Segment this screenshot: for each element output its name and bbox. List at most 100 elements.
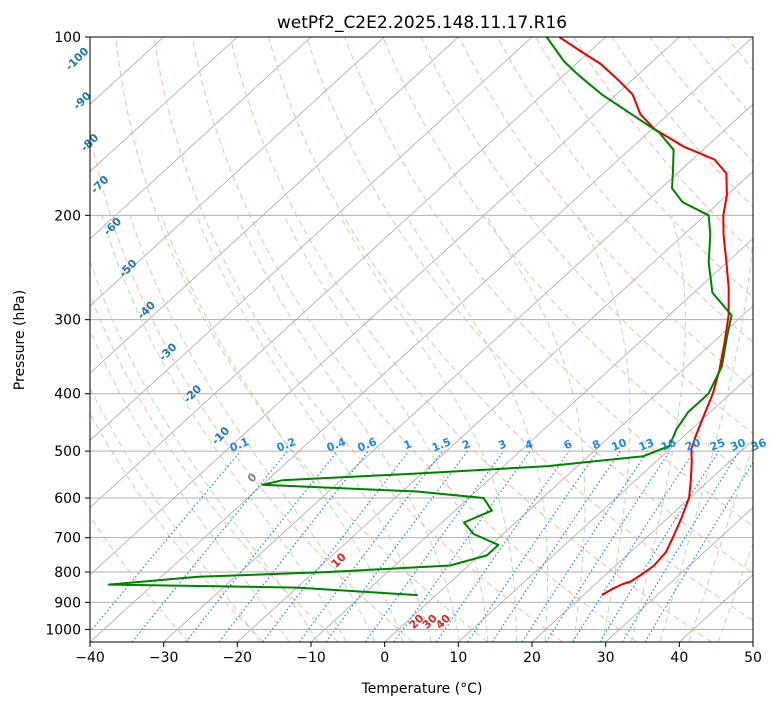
y-tick-label: 900 — [54, 595, 81, 611]
moist-adiabat — [196, 215, 432, 642]
dry-adiabat — [153, 37, 563, 642]
mixing-ratio-line — [325, 450, 468, 642]
dry-adiabat — [611, 37, 753, 208]
mixing-ratio-line — [262, 450, 410, 642]
dry-adiabat — [191, 37, 638, 642]
x-tick-label: 40 — [670, 650, 688, 666]
dry-adiabat — [90, 293, 339, 642]
temperature-profile-line — [558, 37, 730, 596]
y-tick-label: 1000 — [45, 622, 81, 638]
isotherm-line — [90, 37, 680, 576]
dry-adiabat — [229, 37, 712, 642]
mixing-ratio-line — [185, 450, 339, 642]
mixing-ratio-line — [491, 450, 621, 642]
mixing-ratio-label: 30 — [728, 436, 747, 454]
moist-adiabat — [283, 215, 489, 642]
moist-adiabat — [485, 215, 586, 642]
mixing-ratio-label: 10 — [610, 436, 629, 454]
y-tick-label: 600 — [54, 491, 81, 507]
mixing-ratio-line — [435, 450, 570, 642]
isotherm-line — [90, 37, 606, 509]
mixing-ratio-label: 25 — [708, 436, 727, 454]
mixing-ratio-line — [545, 450, 671, 642]
dry-adiabat — [306, 37, 753, 574]
y-tick-label: 300 — [54, 313, 81, 329]
dry-adiabat — [268, 37, 753, 622]
mixing-ratio-line — [572, 450, 695, 642]
moist-adiabat — [90, 387, 261, 642]
dewpoint-profile-line — [107, 37, 733, 597]
moist-adiabat — [630, 215, 686, 642]
moist-adiabat — [90, 259, 319, 642]
x-tick-label: 10 — [449, 650, 467, 666]
mixing-ratio-label: 2 — [460, 437, 472, 452]
mixing-ratio-label: 1 — [402, 437, 414, 452]
moist-adiabat — [90, 328, 290, 642]
mixing-ratio-label: 13 — [637, 436, 656, 454]
mixing-ratio-label: 3 — [496, 437, 508, 452]
moist-adiabat — [101, 215, 347, 642]
x-tick-label: −40 — [75, 650, 105, 666]
y-axis-title: Pressure (hPa) — [12, 290, 28, 390]
mixing-ratio-line — [364, 450, 505, 642]
moist-adiabat — [577, 215, 631, 642]
mixing-ratio-line — [621, 450, 740, 642]
x-axis-title: Temperature (°C) — [361, 681, 483, 697]
chart-title: wetPf2_C2E2.2025.148.11.17.R16 — [277, 13, 567, 33]
mixing-ratio-label: 36 — [749, 436, 768, 454]
moist-adiabat — [405, 215, 549, 642]
mixing-ratio-label: 8 — [590, 437, 602, 452]
background-lines — [90, 37, 753, 642]
isotherm-line — [237, 170, 753, 642]
moist-adiabat — [129, 215, 376, 642]
isotherm-line — [90, 37, 753, 642]
dry-adiabat — [90, 412, 264, 642]
x-tick-label: 50 — [744, 650, 762, 666]
y-tick-label: 400 — [54, 387, 81, 403]
dry-adiabat — [420, 37, 753, 435]
moist-adiabat — [236, 215, 461, 642]
isotherm-line — [90, 37, 312, 240]
dry-adiabat — [115, 37, 488, 642]
isotherm-line — [384, 305, 753, 642]
moist-adiabat — [717, 542, 753, 642]
isotherm-line — [90, 37, 533, 441]
y-tick-label: 200 — [54, 208, 81, 224]
x-tick-label: 30 — [597, 650, 615, 666]
profile-lines — [107, 37, 733, 597]
mixing-ratio-line — [90, 450, 242, 633]
dry-adiabat — [496, 37, 753, 344]
isotherm-line — [458, 372, 753, 642]
isotherm-line — [605, 507, 753, 642]
x-tick-label: −20 — [223, 650, 253, 666]
mixing-ratio-line — [521, 450, 649, 642]
mixing-ratio-line — [131, 450, 289, 642]
y-tick-label: 800 — [54, 565, 81, 581]
moist-adiabat — [339, 215, 517, 642]
isotherm-line — [90, 37, 238, 172]
mixing-ratio-line — [393, 450, 531, 642]
x-tick-label: 20 — [523, 650, 541, 666]
x-tick-label: 0 — [380, 650, 389, 666]
plot-frame — [89, 36, 754, 643]
mixing-ratio-label: 16 — [659, 436, 678, 454]
dry-adiabat — [382, 37, 753, 481]
dry-adiabat — [573, 37, 753, 253]
x-tick-label: −10 — [296, 650, 326, 666]
y-tick-label: 700 — [54, 531, 81, 547]
x-tick-label: −30 — [149, 650, 179, 666]
mixing-ratio-line — [466, 450, 599, 642]
isotherm-line — [310, 238, 753, 642]
y-tick-label: 500 — [54, 444, 81, 460]
axis-ticks: −40 −30 −20 −10 0 10 20 30 40 50 100 200 300 400 500 60… — [45, 30, 762, 666]
y-tick-label: 100 — [54, 30, 81, 46]
dry-adiabat — [90, 515, 190, 642]
isotherm-line — [531, 439, 753, 642]
isotherm-line — [90, 37, 459, 374]
moist-adiabat — [688, 444, 753, 642]
dry-adiabat — [344, 37, 753, 527]
isotherm-line — [90, 37, 385, 307]
mixing-ratio-label: 20 — [683, 436, 702, 454]
mixing-ratio-line — [298, 450, 444, 642]
